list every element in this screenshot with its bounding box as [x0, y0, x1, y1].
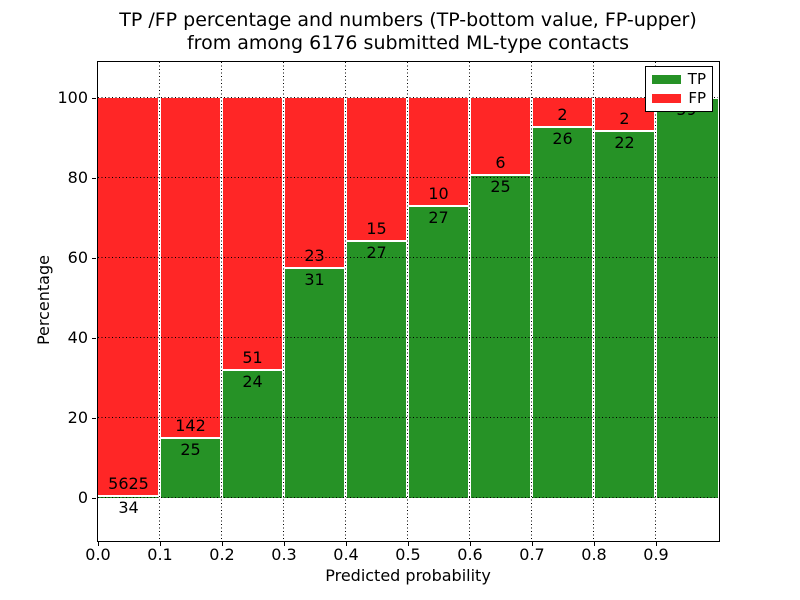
legend-label-fp: FP	[688, 88, 706, 107]
x-tick-mark	[655, 541, 657, 546]
x-tick-mark	[221, 541, 223, 546]
x-tick-label: 0.1	[147, 545, 173, 564]
bar-tp-segment	[595, 131, 654, 498]
x-tick-label: 0.2	[209, 545, 235, 564]
v-gridline	[407, 61, 408, 540]
x-tick-label: 0.6	[457, 545, 483, 564]
bar-fp-segment	[533, 97, 592, 126]
x-tick-label: 0.8	[581, 545, 607, 564]
y-axis-label: Percentage	[34, 255, 53, 346]
x-tick-label: 0.3	[271, 545, 297, 564]
fp-count-label: 5625	[108, 473, 149, 493]
bar-tp-segment	[223, 370, 282, 498]
x-tick-mark	[407, 541, 409, 546]
bar-fp-segment	[97, 97, 158, 495]
bar-fp-segment	[409, 97, 468, 205]
x-tick-mark	[283, 541, 285, 546]
chart-title-line2: from among 6176 submitted ML-type contac…	[186, 32, 630, 54]
v-gridline	[531, 61, 532, 540]
x-tick-mark	[593, 541, 595, 546]
bar-tp-segment	[533, 127, 592, 498]
y-tick-label: 80	[67, 168, 88, 187]
y-tick-mark	[92, 337, 96, 339]
fp-count-label: 10	[428, 183, 449, 203]
fp-count-label: 23	[304, 245, 325, 265]
bar-tp-segment	[409, 206, 468, 498]
v-gridline	[593, 61, 594, 540]
x-tick-label: 0.0	[85, 545, 111, 564]
x-tick-label: 0.7	[519, 545, 545, 564]
y-tick-label: 100	[57, 88, 88, 107]
bar-tp-segment	[471, 175, 530, 498]
tp-count-label: 27	[428, 207, 449, 227]
x-tick-mark	[531, 541, 533, 546]
legend-item-fp: FP	[652, 88, 706, 107]
tp-count-label: 25	[490, 176, 511, 196]
fp-count-label: 15	[366, 218, 387, 238]
x-tick-label: 0.5	[395, 545, 421, 564]
y-tick-label: 0	[77, 488, 88, 507]
x-axis-label: Predicted probability	[325, 566, 491, 585]
fp-count-label: 51	[242, 347, 263, 367]
legend-label-tp: TP	[687, 70, 706, 89]
bar-fp-segment	[595, 97, 654, 130]
y-tick-mark	[92, 97, 96, 99]
v-gridline	[655, 61, 656, 540]
tp-count-label: 34	[118, 497, 139, 517]
bar-fp-segment	[347, 97, 406, 240]
fp-count-label: 6	[495, 152, 506, 172]
chart-title-line1: TP /FP percentage and numbers (TP-bottom…	[119, 9, 697, 31]
tp-count-label: 31	[304, 269, 325, 289]
x-tick-label: 0.9	[643, 545, 669, 564]
legend-item-tp: TP	[652, 72, 706, 87]
x-tick-mark	[345, 541, 347, 546]
tp-color-swatch	[652, 75, 681, 85]
y-tick-mark	[92, 177, 96, 179]
bar-tp-segment	[161, 438, 220, 498]
tp-count-label: 27	[366, 242, 387, 262]
x-tick-label: 0.4	[333, 545, 359, 564]
bar-fp-segment	[223, 97, 282, 369]
bar-fp-segment	[471, 97, 530, 174]
v-gridline	[345, 61, 346, 540]
y-tick-mark	[92, 497, 96, 499]
legend: TP FP	[645, 66, 713, 112]
fp-color-swatch	[652, 93, 682, 103]
tp-count-label: 25	[180, 439, 201, 459]
bar-tp-segment	[657, 98, 718, 498]
v-gridline	[469, 61, 470, 540]
fp-count-label: 142	[175, 415, 206, 435]
y-tick-label: 40	[67, 328, 88, 347]
tp-count-label: 24	[242, 371, 263, 391]
plot-area: 56253414225512423311527102762522622259	[96, 60, 720, 542]
tp-count-label: 22	[614, 132, 635, 152]
bar-fp-segment	[285, 97, 344, 267]
y-tick-mark	[92, 417, 96, 419]
bar-tp-segment	[347, 241, 406, 498]
x-tick-mark	[469, 541, 471, 546]
bar-tp-segment	[285, 268, 344, 498]
x-tick-mark	[97, 541, 99, 546]
chart-title: TP /FP percentage and numbers (TP-bottom…	[98, 9, 718, 55]
y-tick-label: 60	[67, 248, 88, 267]
fp-count-label: 2	[557, 104, 568, 124]
v-gridline	[221, 61, 222, 540]
bar-fp-segment	[161, 97, 220, 437]
fp-count-label: 2	[619, 108, 630, 128]
v-gridline	[283, 61, 284, 540]
y-tick-label: 20	[67, 408, 88, 427]
y-tick-mark	[92, 257, 96, 259]
tp-count-label: 26	[552, 128, 573, 148]
v-gridline	[159, 61, 160, 540]
x-tick-mark	[159, 541, 161, 546]
